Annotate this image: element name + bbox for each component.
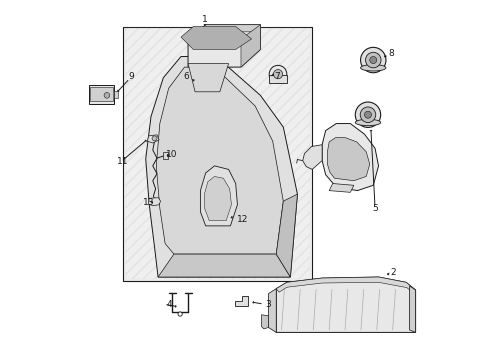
Polygon shape [302,145,322,170]
Polygon shape [327,138,369,181]
Text: 13: 13 [142,198,154,207]
Circle shape [104,93,109,98]
Polygon shape [276,194,297,277]
Bar [90,87,112,101]
Text: 2: 2 [389,268,395,277]
Polygon shape [148,198,160,206]
Ellipse shape [360,65,385,71]
Polygon shape [188,25,260,67]
Text: 1: 1 [202,15,207,24]
Text: 6: 6 [183,72,189,81]
Bar [124,28,309,279]
Polygon shape [261,315,268,329]
Polygon shape [276,277,415,294]
Polygon shape [234,296,247,306]
Circle shape [273,69,282,79]
Polygon shape [188,64,228,92]
Bar [114,91,118,98]
Polygon shape [200,166,237,226]
Bar [269,75,286,83]
Text: 10: 10 [166,150,178,159]
Bar [122,27,311,280]
Text: 12: 12 [236,215,247,224]
Circle shape [178,312,182,316]
Text: 3: 3 [265,300,271,309]
Ellipse shape [355,119,380,126]
Circle shape [355,102,380,127]
Circle shape [269,66,286,83]
Text: 8: 8 [388,49,394,58]
Polygon shape [158,254,290,277]
Polygon shape [328,184,353,192]
Bar [88,85,114,104]
Polygon shape [276,277,415,332]
Circle shape [364,111,371,118]
Text: 11: 11 [117,157,128,166]
Text: 7: 7 [273,72,279,81]
Polygon shape [268,289,276,332]
Polygon shape [156,67,283,254]
Circle shape [369,57,376,64]
Text: 9: 9 [128,72,134,81]
Polygon shape [241,25,260,67]
Polygon shape [322,123,378,190]
Polygon shape [188,25,260,44]
Polygon shape [181,27,251,49]
Polygon shape [147,135,159,143]
Circle shape [360,107,375,122]
Circle shape [360,48,385,73]
Polygon shape [409,286,415,332]
Text: 5: 5 [371,204,377,213]
Circle shape [152,136,157,141]
Bar [163,153,168,159]
Text: 4: 4 [166,300,171,309]
Circle shape [365,52,380,68]
Polygon shape [145,57,297,277]
Polygon shape [204,176,231,221]
